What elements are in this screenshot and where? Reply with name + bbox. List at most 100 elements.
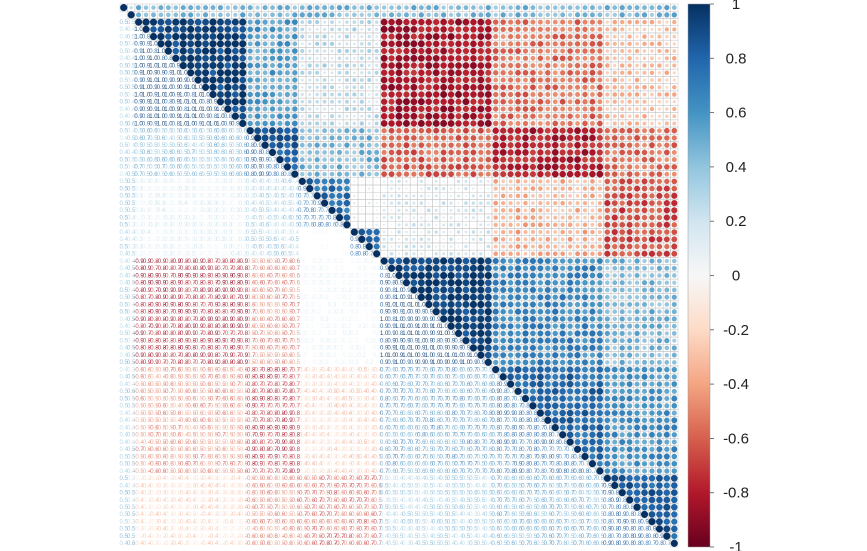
lower-value: 0.6 (484, 382, 493, 388)
lower-value: 0.5 (164, 165, 173, 171)
lower-value: -0.6 (290, 527, 301, 533)
lower-value: 0.3 (469, 512, 478, 518)
lower-value: 0.5 (514, 534, 523, 540)
lower-value: 0.7 (439, 404, 448, 410)
lower-value: -0.7 (372, 541, 383, 547)
lower-value: -0.9 (230, 324, 241, 330)
lower-value: -0.6 (238, 425, 249, 431)
lower-value: -0.2 (327, 433, 338, 439)
lower-value: -0.9 (275, 425, 286, 431)
lower-value: 1.0 (402, 346, 411, 352)
lower-value: 0.6 (588, 527, 597, 533)
lower-value: 0.6 (194, 129, 203, 135)
lower-value: -0.4 (357, 404, 368, 410)
lower-value: -0.6 (223, 389, 234, 395)
lower-value: 0.7 (417, 411, 426, 417)
lower-value: 0.5 (164, 143, 173, 149)
lower-value: 0.9 (432, 317, 441, 323)
lower-value: -0.6 (260, 541, 271, 547)
lower-value: 0.6 (521, 519, 530, 525)
lower-value: 0.2 (134, 201, 143, 207)
lower-value: -0.5 (223, 454, 234, 460)
lower-value: -0.9 (290, 469, 301, 475)
lower-value: 0.7 (432, 396, 441, 402)
lower-value: -0.2 (171, 527, 182, 533)
lower-value: 0.8 (506, 469, 515, 475)
lower-value: 0.3 (224, 223, 233, 229)
lower-value: -0.7 (282, 367, 293, 373)
lower-value: 0.1 (306, 295, 315, 301)
lower-value: 0.5 (514, 541, 523, 547)
lower-value: 0.5 (120, 454, 129, 460)
lower-value: -0.4 (364, 440, 375, 446)
lower-value: -0.3 (334, 454, 345, 460)
lower-value: 0.5 (157, 172, 166, 178)
lower-value: -0.4 (319, 454, 330, 460)
lower-value: -0.7 (290, 375, 301, 381)
lower-value: 0.2 (157, 252, 166, 258)
lower-value: 0.6 (529, 476, 538, 482)
lower-value: -0.6 (342, 512, 353, 518)
lower-value: 0.5 (268, 252, 277, 258)
lower-value: -0.6 (327, 527, 338, 533)
lower-value: -0.5 (290, 295, 301, 301)
lower-value: -0.5 (260, 331, 271, 337)
lower-value: -0.6 (267, 491, 278, 497)
lower-value: 0.6 (506, 541, 515, 547)
lower-value: 1.0 (194, 107, 203, 113)
lower-value: 0.4 (417, 483, 426, 489)
lower-value: 0.3 (157, 201, 166, 207)
lower-value: -0.7 (349, 483, 360, 489)
lower-value: -0.6 (349, 476, 360, 482)
lower-value: 1.0 (387, 273, 396, 279)
lower-value: 0.6 (231, 136, 240, 142)
lower-value: -0.6 (357, 491, 368, 497)
lower-value: -0.9 (267, 454, 278, 460)
lower-value: 0.4 (283, 237, 292, 243)
lower-value: 0.8 (566, 469, 575, 475)
lower-value: -0.8 (193, 338, 204, 344)
lower-value: 0.7 (313, 215, 322, 221)
lower-value: -0.7 (215, 353, 226, 359)
lower-value: -0.4 (230, 367, 241, 373)
lower-value: -0.7 (215, 346, 226, 352)
lower-value: -0.5 (349, 389, 360, 395)
lower-value: 0.5 (484, 367, 493, 373)
lower-value: 0.4 (253, 252, 262, 258)
lower-value: -0.3 (327, 396, 338, 402)
lower-value: 0.2 (358, 259, 367, 265)
lower-value: 0.7 (521, 483, 530, 489)
lower-value: 1.0 (402, 353, 411, 359)
lower-value: 0.5 (477, 454, 486, 460)
lower-value: -0.5 (186, 411, 197, 417)
lower-value: -0.6 (297, 519, 308, 525)
lower-value: 0.7 (544, 498, 553, 504)
lower-value: -0.5 (133, 411, 144, 417)
lower-value: 0.6 (581, 483, 590, 489)
lower-value: 0.3 (224, 244, 233, 250)
lower-value: 0.2 (320, 353, 329, 359)
lower-value: 0.8 (611, 527, 620, 533)
lower-value: -0.3 (357, 411, 368, 417)
lower-value: 0.8 (149, 49, 158, 55)
lower-value: 0.7 (462, 462, 471, 468)
lower-value: 0.6 (439, 440, 448, 446)
lower-value: -0.7 (349, 498, 360, 504)
lower-value: -0.3 (297, 454, 308, 460)
lower-value: -0.5 (372, 454, 383, 460)
lower-value: 0.4 (127, 230, 136, 236)
lower-value: -0.5 (349, 505, 360, 511)
lower-value: 0.9 (387, 331, 396, 337)
lower-value: 0.9 (179, 85, 188, 91)
lower-value: 0.1 (320, 244, 329, 250)
lower-value: 0.6 (447, 469, 456, 475)
lower-value: -0.6 (275, 483, 286, 489)
lower-value: -0.6 (372, 483, 383, 489)
lower-value: 1.0 (157, 100, 166, 106)
lower-value: -0.6 (364, 527, 375, 533)
lower-value: 0.6 (395, 375, 404, 381)
lower-value: 0.5 (172, 136, 181, 142)
lower-value: -0.3 (163, 541, 174, 547)
lower-value: -0.5 (178, 382, 189, 388)
lower-value: -0.6 (252, 266, 263, 272)
